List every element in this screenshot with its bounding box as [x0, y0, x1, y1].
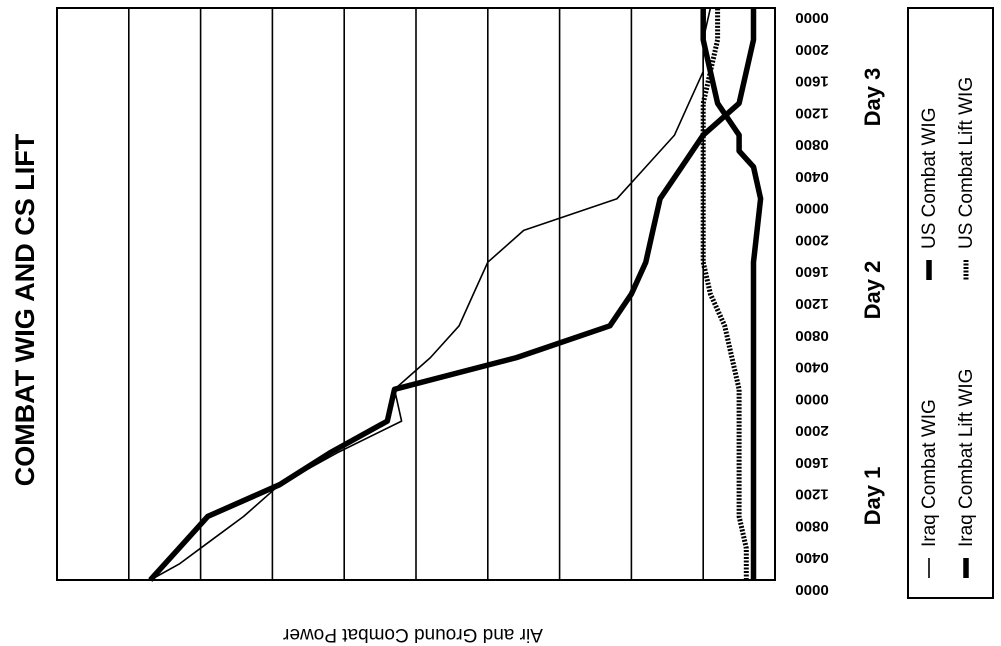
- legend-label-iraq-combat-wig: Iraq Combat WIG: [919, 399, 940, 547]
- x-tick-label: 0800: [795, 327, 828, 344]
- legend-label-iraq-combat-lift-wig: Iraq Combat Lift WIG: [956, 369, 977, 547]
- x-tick-label: 2000: [795, 231, 828, 248]
- x-tick-label: 1600: [795, 263, 828, 280]
- legend: Iraq Combat WIG US Combat WIG Iraq Combat …: [907, 7, 994, 599]
- series-line-iraq-combat-lift-wig: [148, 8, 757, 582]
- series-line-iraq-combat-wig: [149, 7, 712, 581]
- x-tick-label: 1200: [795, 486, 828, 503]
- x-tick-label: 1600: [795, 454, 828, 471]
- y-axis-label: Air and Ground Combat Power: [282, 624, 542, 645]
- day-labels: Day 1 Day 2 Day 3: [860, 68, 885, 526]
- x-tick-label: 0000: [795, 581, 828, 598]
- x-tick-label: 2000: [795, 41, 828, 58]
- day-label: Day 1: [860, 467, 885, 526]
- x-tick-labels: 0000 0400 0800 1200 1600 2000 0000 0400 0800 1200…: [795, 9, 828, 598]
- x-tick-label: 0800: [795, 136, 828, 153]
- legend-label-us-combat-wig: US Combat WIG: [919, 108, 940, 249]
- x-tick-label: 0400: [795, 168, 828, 185]
- legend-box: [907, 7, 994, 599]
- x-tick-label: 0800: [795, 517, 828, 534]
- x-tick-label: 2000: [795, 422, 828, 439]
- x-tick-label: 1200: [795, 295, 828, 312]
- series-line-us-combat-wig: [700, 8, 764, 580]
- chart-title: COMBAT WIG AND CS LIFT: [10, 133, 40, 486]
- x-tick-label: 0400: [795, 359, 828, 376]
- gridlines: [128, 8, 705, 580]
- day-label: Day 3: [860, 68, 885, 127]
- x-tick-label: 1200: [795, 104, 828, 121]
- x-tick-label: 0000: [795, 200, 828, 217]
- series-layer: [148, 7, 764, 582]
- x-tick-label: 0400: [795, 549, 828, 566]
- x-tick-label: 1600: [795, 73, 828, 90]
- day-label: Day 2: [860, 261, 885, 320]
- x-tick-label: 0000: [795, 390, 828, 407]
- legend-label-us-combat-lift-wig: US Combat Lift WIG: [956, 77, 977, 249]
- series-line-us-combat-lift-wig: [700, 8, 749, 580]
- x-tick-label: 0000: [795, 9, 828, 26]
